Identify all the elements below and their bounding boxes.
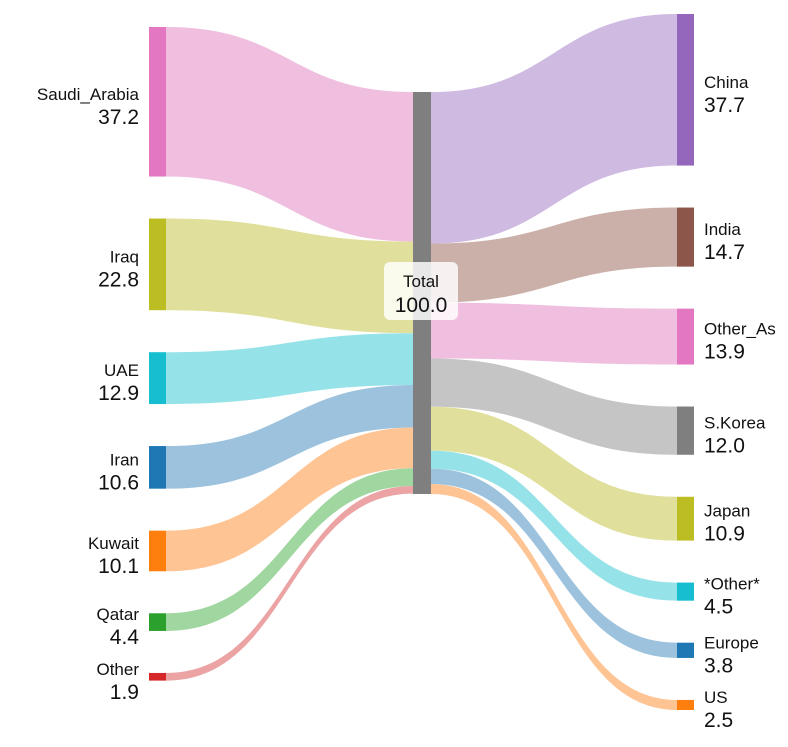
link-iran-total [166, 385, 413, 489]
node-kuwait [149, 530, 166, 572]
label-kuwait-name: Kuwait [88, 534, 139, 553]
label-qatar-value: 4.4 [110, 626, 140, 649]
label-kuwait-value: 10.1 [98, 555, 139, 578]
link-other-total [166, 485, 413, 681]
label-iraq-value: 22.8 [98, 268, 139, 291]
link-total-other [431, 450, 677, 601]
label-europe-value: 3.8 [704, 654, 733, 677]
label-india-value: 14.7 [704, 241, 745, 264]
labels-layer: Saudi_Arabia 37.2 Iraq 22.8 UAE 12.9 Iran 10.6 K… [37, 73, 776, 732]
node-qatar [149, 613, 166, 631]
link-total-other-asia [431, 302, 677, 365]
link-total-s-korea [431, 358, 677, 455]
link-total-india [431, 207, 677, 303]
node-uae [149, 352, 166, 405]
label-us-value: 2.5 [704, 709, 733, 732]
link-kuwait-total [166, 427, 413, 572]
label-india-name: India [704, 220, 741, 239]
label-iraq-name: Iraq [110, 247, 139, 266]
label-other-value: 1.9 [110, 681, 139, 704]
node-china [677, 14, 694, 166]
label-s-korea-name: S.Korea [704, 414, 766, 433]
label-japan-name: Japan [704, 502, 750, 521]
label-china-value: 37.7 [704, 94, 745, 117]
label-uae-name: UAE [104, 361, 139, 380]
center-label-box [384, 262, 458, 320]
label-saudi-arabia-value: 37.2 [98, 106, 139, 129]
nodes-layer [149, 14, 694, 710]
node-other [677, 582, 694, 601]
label-europe-name: Europe [704, 633, 759, 652]
node-s-korea [677, 406, 694, 455]
link-total-us [431, 483, 677, 710]
node-japan [677, 496, 694, 541]
label-saudi-arabia-name: Saudi_Arabia [37, 85, 140, 104]
label-iran-name: Iran [110, 450, 139, 469]
link-qatar-total [166, 468, 413, 631]
label-china-name: China [704, 73, 749, 92]
node-europe [677, 642, 694, 658]
center-label-value: 100.0 [395, 294, 448, 317]
node-other-asia [677, 308, 694, 365]
label-japan-value: 10.9 [704, 523, 745, 546]
node-saudi-arabia [149, 27, 166, 177]
node-us [677, 699, 694, 710]
label-us-name: US [704, 688, 728, 707]
center-label: Total 100.0 [384, 262, 458, 320]
node-india [677, 207, 694, 267]
link-iraq-total [166, 218, 413, 334]
node-iraq [149, 218, 166, 311]
node-other [149, 672, 166, 681]
label-other-asia-name: Other_As [704, 320, 776, 339]
label-uae-value: 12.9 [98, 382, 139, 405]
label-qatar-name: Qatar [96, 605, 139, 624]
label-other-asia-value: 13.9 [704, 341, 745, 364]
label-other-value: 4.5 [704, 596, 733, 619]
link-uae-total [166, 333, 413, 405]
link-total-japan [431, 406, 677, 541]
label-s-korea-value: 12.0 [704, 435, 745, 458]
link-total-europe [431, 468, 677, 658]
links-layer [166, 14, 677, 710]
node-iran [149, 446, 166, 489]
link-saudi-arabia-total [166, 27, 413, 242]
link-total-china [431, 14, 677, 244]
center-label-name: Total [403, 272, 439, 291]
label-other-name: Other [96, 660, 139, 679]
label-other-name: *Other* [704, 575, 760, 594]
label-iran-value: 10.6 [98, 471, 139, 494]
